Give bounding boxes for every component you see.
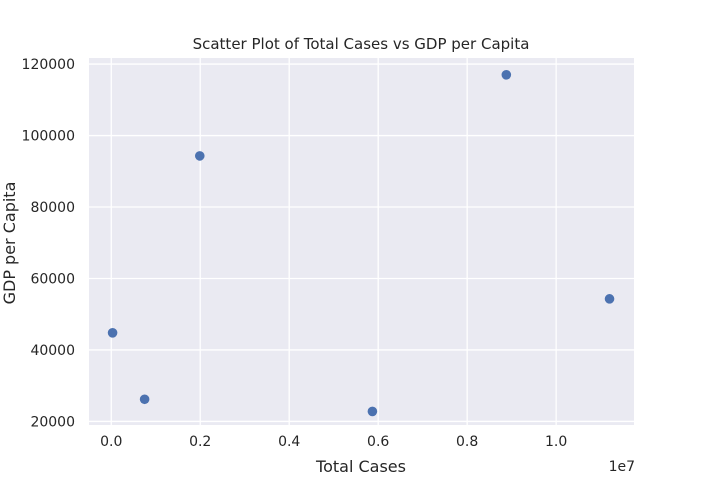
y-tick-label: 100000 [22,129,75,145]
x-tick-label: 0.6 [367,434,389,450]
y-tick-label: 20000 [30,414,75,430]
x-tick-label: 0.0 [100,434,122,450]
x-tick-labels: 0.0 0.2 0.4 0.6 0.8 1.0 [100,434,567,450]
x-tick-label: 0.2 [189,434,211,450]
y-tick-label: 120000 [22,57,75,73]
data-point [501,69,512,80]
y-tick-label: 80000 [30,200,75,216]
grid-lines [89,58,634,425]
chart-title: Scatter Plot of Total Cases vs GDP per C… [193,35,530,53]
x-tick-label: 0.8 [456,434,478,450]
y-tick-label: 40000 [30,343,75,359]
data-points [107,69,615,417]
y-tick-labels: 20000 40000 60000 80000 100000 120000 [22,57,75,430]
data-point [194,151,205,161]
y-axis-title: GDP per Capita [0,182,19,305]
x-axis-offset-label: 1e7 [609,459,635,475]
x-axis-title: Total Cases [315,457,406,476]
x-tick-label: 1.0 [545,434,567,450]
data-point [367,406,378,417]
x-tick-label: 0.4 [278,434,300,450]
data-point [107,328,118,338]
data-point [139,394,150,405]
plot-area [89,58,634,425]
data-point [604,294,615,304]
y-tick-label: 60000 [30,271,75,287]
